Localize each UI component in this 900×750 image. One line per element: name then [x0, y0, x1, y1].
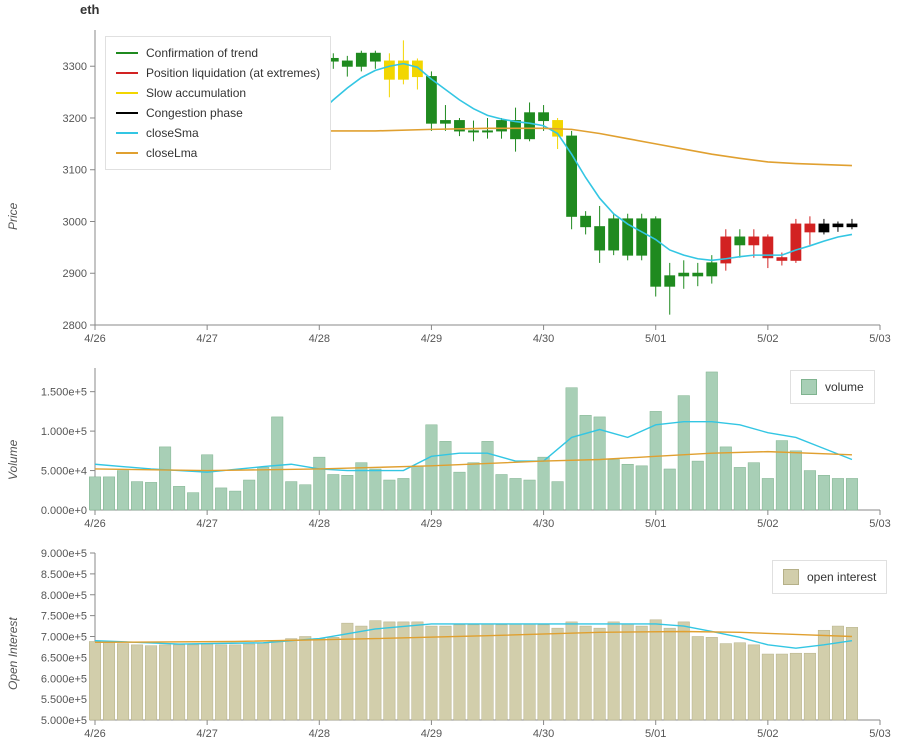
svg-text:4/27: 4/27 — [196, 518, 217, 530]
svg-text:4/28: 4/28 — [309, 333, 330, 345]
svg-text:3300: 3300 — [63, 61, 87, 73]
svg-text:4/30: 4/30 — [533, 728, 554, 740]
svg-text:4/27: 4/27 — [196, 333, 217, 345]
svg-text:1.000e+5: 1.000e+5 — [41, 426, 87, 438]
svg-text:5/01: 5/01 — [645, 728, 666, 740]
legend-item: closeLma — [146, 143, 197, 163]
svg-text:4/26: 4/26 — [84, 333, 105, 345]
legend-item: Slow accumulation — [146, 83, 246, 103]
volume-panel: 0.000e+0 5.000e+4 1.000e+5 1.500e+5 4/26 4/27… — [0, 360, 900, 530]
svg-text:4/29: 4/29 — [421, 518, 442, 530]
svg-text:5/03: 5/03 — [869, 728, 890, 740]
legend-item: open interest — [807, 567, 876, 587]
price-ylabel: Price — [6, 203, 20, 230]
svg-text:5.000e+5: 5.000e+5 — [41, 715, 87, 727]
chart-title: eth — [80, 2, 100, 17]
legend-item: Confirmation of trend — [146, 43, 258, 63]
legend-item: Position liquidation (at extremes) — [146, 63, 320, 83]
svg-text:3000: 3000 — [63, 216, 87, 228]
svg-text:5/02: 5/02 — [757, 518, 778, 530]
svg-text:5/01: 5/01 — [645, 518, 666, 530]
svg-text:6.000e+5: 6.000e+5 — [41, 673, 87, 685]
svg-text:3200: 3200 — [63, 113, 87, 125]
svg-text:7.000e+5: 7.000e+5 — [41, 632, 87, 644]
svg-text:4/28: 4/28 — [309, 728, 330, 740]
price-legend: Confirmation of trendPosition liquidatio… — [105, 36, 331, 170]
svg-text:8.000e+5: 8.000e+5 — [41, 590, 87, 602]
svg-text:4/26: 4/26 — [84, 518, 105, 530]
svg-text:1.500e+5: 1.500e+5 — [41, 387, 87, 399]
oi-legend: open interest — [772, 560, 887, 594]
svg-text:5/03: 5/03 — [869, 518, 890, 530]
volume-legend: volume — [790, 370, 875, 404]
svg-text:4/29: 4/29 — [421, 728, 442, 740]
svg-text:0.000e+0: 0.000e+0 — [41, 505, 87, 517]
legend-item: Congestion phase — [146, 103, 243, 123]
oi-panel: 5.000e+5 5.500e+5 6.000e+5 6.500e+5 7.000e+5… — [0, 545, 900, 745]
svg-text:5/01: 5/01 — [645, 333, 666, 345]
svg-text:4/29: 4/29 — [421, 333, 442, 345]
svg-text:9.000e+5: 9.000e+5 — [41, 548, 87, 560]
legend-item: volume — [825, 377, 864, 397]
legend-item: closeSma — [146, 123, 199, 143]
svg-text:5/03: 5/03 — [869, 333, 890, 345]
svg-text:2800: 2800 — [63, 320, 87, 332]
svg-text:5/02: 5/02 — [757, 333, 778, 345]
svg-text:4/30: 4/30 — [533, 518, 554, 530]
svg-text:2900: 2900 — [63, 268, 87, 280]
oi-ylabel: Open Interest — [6, 617, 20, 690]
svg-text:7.500e+5: 7.500e+5 — [41, 611, 87, 623]
svg-text:4/30: 4/30 — [533, 333, 554, 345]
svg-text:3100: 3100 — [63, 165, 87, 177]
svg-text:4/28: 4/28 — [309, 518, 330, 530]
svg-text:8.500e+5: 8.500e+5 — [41, 569, 87, 581]
svg-text:5/02: 5/02 — [757, 728, 778, 740]
svg-text:5.000e+4: 5.000e+4 — [41, 466, 87, 478]
svg-text:4/26: 4/26 — [84, 728, 105, 740]
svg-text:4/27: 4/27 — [196, 728, 217, 740]
svg-text:5.500e+5: 5.500e+5 — [41, 694, 87, 706]
svg-text:6.500e+5: 6.500e+5 — [41, 652, 87, 664]
volume-ylabel: Volume — [6, 440, 20, 480]
